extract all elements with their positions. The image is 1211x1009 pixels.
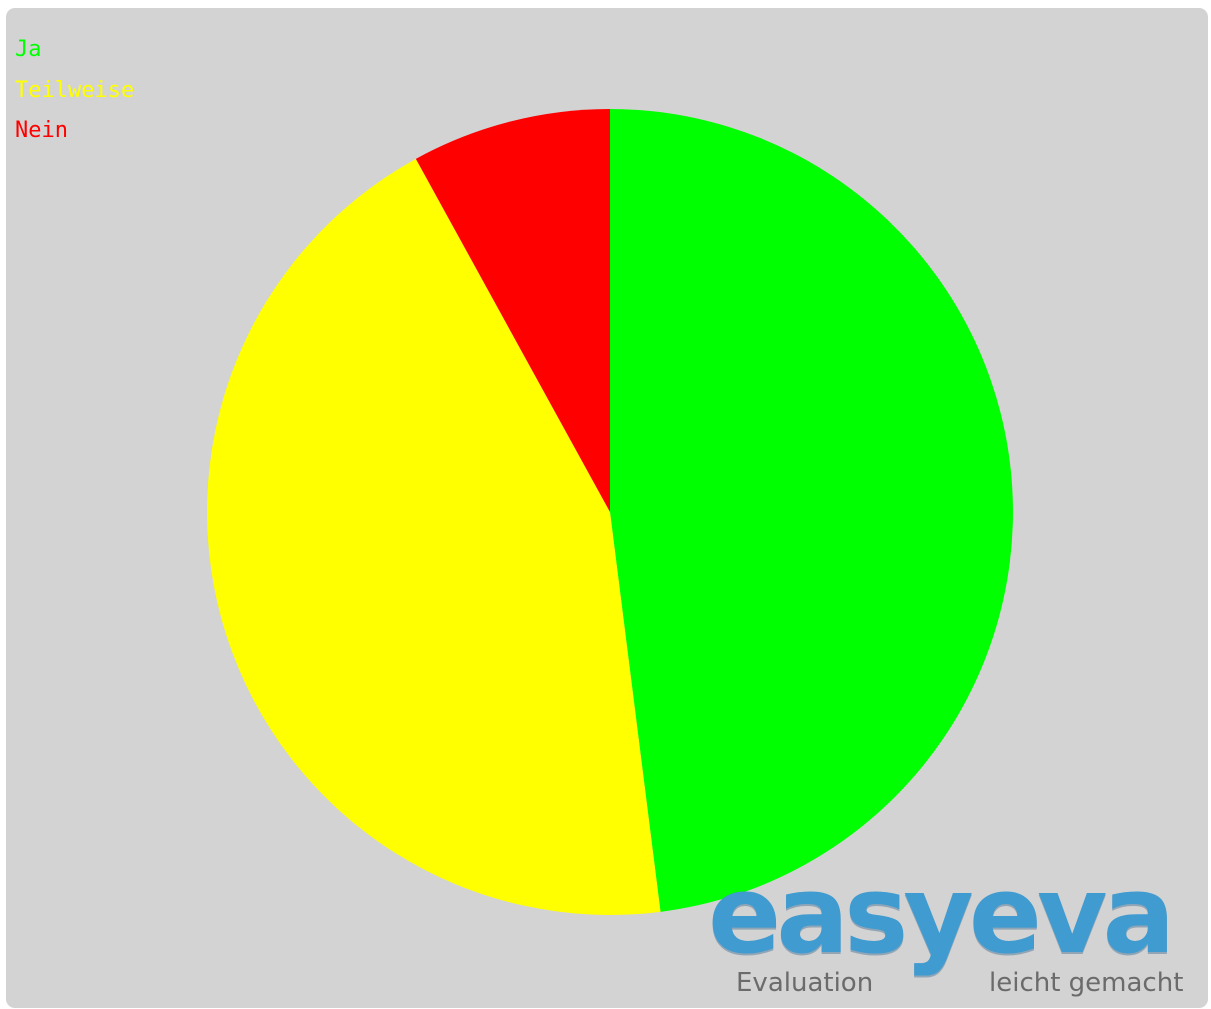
chart-legend: Ja Teilweise Nein xyxy=(15,30,134,152)
logo-tagline-left: Evaluation xyxy=(736,968,874,998)
chart-panel: Ja Teilweise Nein easyeva Evaluation lei… xyxy=(6,8,1208,1008)
legend-entry-ja: Ja xyxy=(15,37,42,62)
easyeva-logo: easyeva Evaluation leicht gemacht xyxy=(706,862,1208,1008)
logo-tagline-right: leicht gemacht xyxy=(989,968,1184,998)
legend-entry-teilweise: Teilweise xyxy=(15,77,135,103)
legend-entry-nein: Nein xyxy=(15,118,68,143)
logo-wordmark: easyeva xyxy=(708,853,1175,978)
pie-chart xyxy=(207,109,1013,915)
pie-slice-teilweise xyxy=(207,158,661,915)
pie-slice-ja xyxy=(610,109,1013,912)
pie-slice-nein xyxy=(415,109,610,512)
